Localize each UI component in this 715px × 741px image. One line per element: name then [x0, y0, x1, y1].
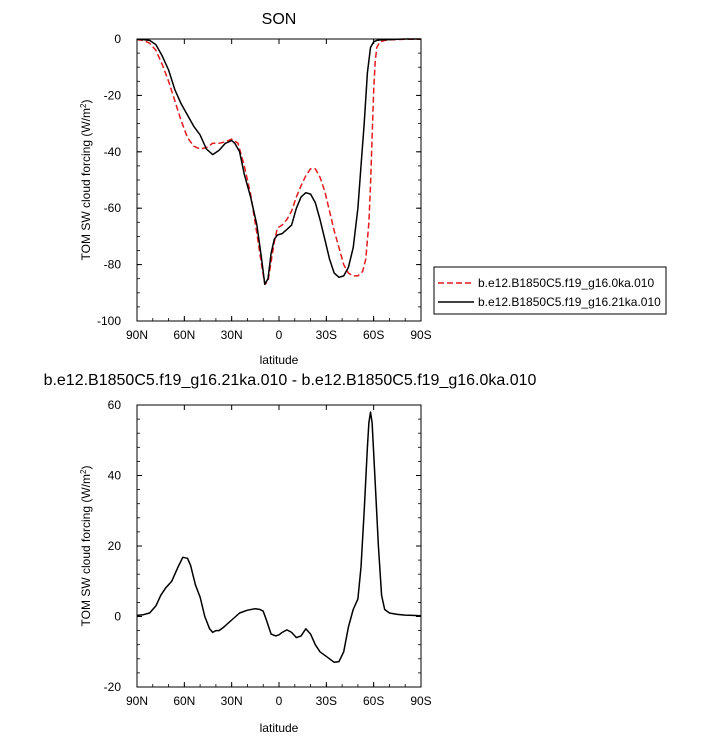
top-x-tick-label: 0: [276, 328, 283, 342]
top-chart-panel: SON 90N 60N 30N 0 30S 60S 90S 0 -20 -40 -60 -80 -100…: [79, 11, 667, 367]
legend-label-0ka: b.e12.B1850C5.f19_g16.0ka.010: [478, 276, 654, 290]
top-series-line-1: [136, 38, 421, 286]
bottom-x-tick-label: 90N: [126, 694, 148, 708]
bottom-series-line-0: [136, 411, 422, 664]
legend-box: [433, 266, 667, 315]
bottom-y-tick-label: 0: [114, 610, 121, 624]
bottom-y-tick-label: 40: [108, 469, 122, 483]
bottom-chart-panel: b.e12.B1850C5.f19_g16.21ka.010 - b.e12.B…: [44, 372, 537, 735]
bottom-x-tick-label: 30N: [221, 694, 243, 708]
bottom-x-tick-label: 0: [276, 694, 283, 708]
top-x-tick-label: 90S: [410, 328, 431, 342]
bottom-y-tick-label: 60: [108, 398, 122, 412]
legend-label-21ka: b.e12.B1850C5.f19_g16.21ka.010: [478, 295, 661, 309]
bottom-y-axis-label: TOM SW cloud forcing (W/m2): [79, 466, 93, 627]
top-x-tick-label: 60N: [173, 328, 195, 342]
legend: b.e12.B1850C5.f19_g16.0ka.010 b.e12.B185…: [433, 266, 667, 315]
top-y-axis-label: TOM SW cloud forcing (W/m2): [79, 100, 93, 261]
top-chart-title: SON: [262, 11, 297, 28]
top-y-tick-label: -60: [104, 201, 122, 215]
top-y-tick-label: 0: [114, 32, 121, 46]
top-plot-frame: [136, 38, 422, 322]
top-series-line-0: [136, 38, 421, 286]
bottom-x-tick-label: 30S: [316, 694, 337, 708]
top-y-tick-label: -100: [97, 314, 121, 328]
top-x-tick-label: 30N: [221, 328, 243, 342]
bottom-y-tick-label: -20: [104, 680, 122, 694]
bottom-x-tick-label: 90S: [410, 694, 431, 708]
top-y-tick-label: -40: [104, 145, 122, 159]
bottom-y-tick-label: 20: [108, 539, 122, 553]
bottom-x-tick-label: 60S: [363, 694, 384, 708]
top-x-tick-label: 90N: [126, 328, 148, 342]
bottom-chart-title: b.e12.B1850C5.f19_g16.21ka.010 - b.e12.B…: [44, 372, 537, 389]
top-y-tick-label: -80: [104, 258, 122, 272]
top-x-tick-label: 60S: [363, 328, 384, 342]
bottom-x-tick-label: 60N: [173, 694, 195, 708]
top-x-axis-label: latitude: [260, 353, 299, 367]
top-y-tick-label: -20: [104, 88, 122, 102]
bottom-x-axis-label: latitude: [260, 721, 299, 735]
top-x-tick-label: 30S: [316, 328, 337, 342]
